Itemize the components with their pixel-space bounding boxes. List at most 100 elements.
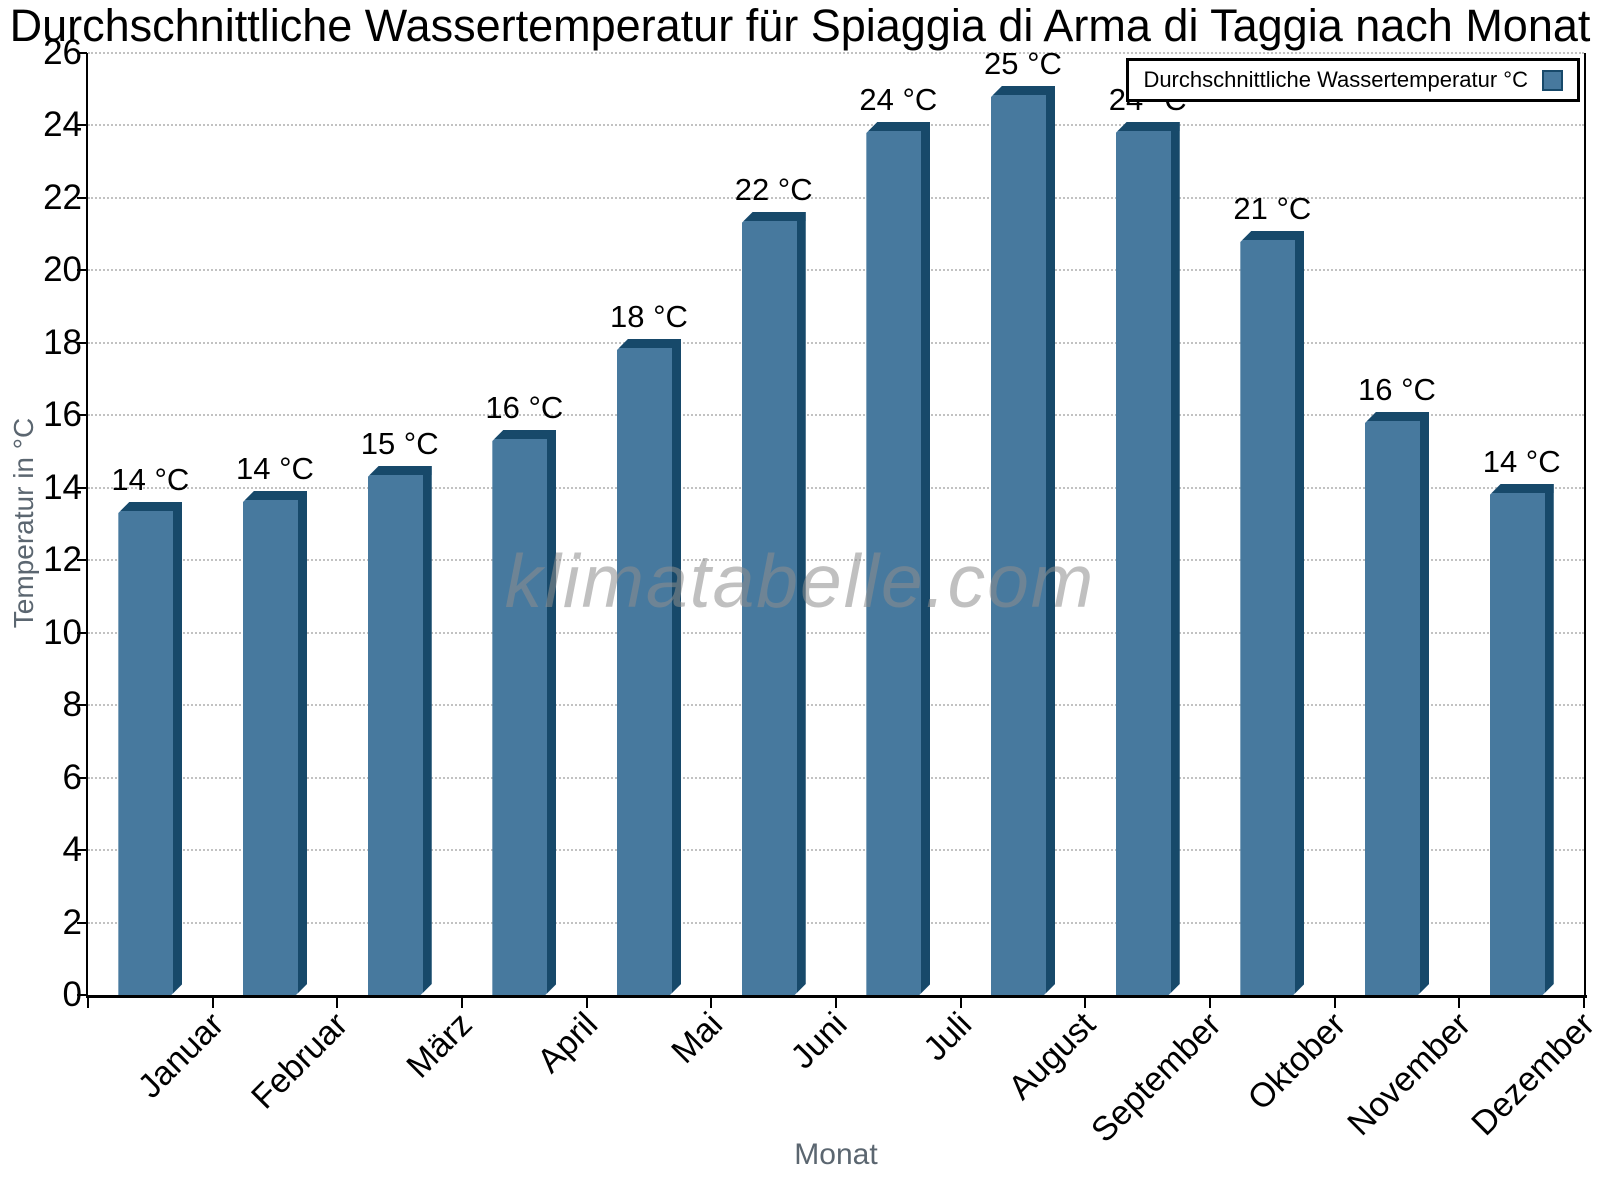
y-axis-line xyxy=(86,53,88,995)
gridline-y6 xyxy=(88,776,1584,779)
gridline-y22 xyxy=(88,196,1584,199)
plot-area: 14 °C 14 °C 15 °C 16 °C 18 °C 22 °C 24 °C 25 °C… xyxy=(88,47,1584,995)
gridline-y12 xyxy=(88,559,1584,562)
month-label-januar: Januar xyxy=(130,1005,231,1106)
bar-value-label-januar: 14 °C xyxy=(111,462,190,497)
y-tick-label-18: 18 xyxy=(43,322,82,362)
bar-januar xyxy=(118,502,182,995)
x-tick-mark xyxy=(1333,995,1336,1008)
month-label-april: April xyxy=(529,1005,605,1081)
bar-märz xyxy=(368,466,432,995)
bar-value-labels: 14 °C 14 °C 15 °C 16 °C 18 °C 22 °C 24 °C 25 °C… xyxy=(88,47,1584,995)
y-tick-mark xyxy=(77,994,87,996)
x-tick-mark xyxy=(211,995,214,1008)
x-tick-mark xyxy=(1583,995,1585,1008)
bar-april xyxy=(492,430,556,995)
bar-juni xyxy=(742,212,806,995)
y-tick-label-20: 20 xyxy=(43,250,82,290)
month-label-juni: Juni xyxy=(783,1005,855,1077)
month-label-mai: Mai xyxy=(663,1005,730,1071)
gridline-layer xyxy=(88,52,1584,995)
y-tick-mark xyxy=(77,631,87,634)
gridline-y10 xyxy=(88,631,1584,634)
y-tick-label-14: 14 xyxy=(43,467,82,507)
y-tick-label-26: 26 xyxy=(43,33,82,72)
y-tick-mark xyxy=(77,52,87,54)
month-label-november: November xyxy=(1339,1005,1478,1144)
y-tick-label-4: 4 xyxy=(62,830,82,870)
bar-value-label-august: 25 °C xyxy=(984,46,1062,81)
bar-august xyxy=(991,86,1055,995)
x-tick-mark xyxy=(1209,995,1211,1008)
y-tick-label-0: 0 xyxy=(62,975,82,1014)
y-tick-mark xyxy=(77,776,87,779)
legend-color-swatch-icon xyxy=(1542,69,1563,91)
y-tick-label-24: 24 xyxy=(43,105,82,145)
y-tick-label-8: 8 xyxy=(62,685,82,725)
y-tick-mark xyxy=(77,269,87,272)
bar-value-label-april: 16 °C xyxy=(485,390,564,425)
bar-mai xyxy=(617,339,681,995)
y-tick-label-16: 16 xyxy=(43,395,82,435)
bar-value-label-november: 16 °C xyxy=(1358,372,1436,407)
y-tick-mark xyxy=(77,486,87,489)
y-tick-label-2: 2 xyxy=(62,902,82,942)
gridline-y26 xyxy=(88,52,1584,54)
x-tick-mark xyxy=(1458,995,1461,1008)
y-tick-label-6: 6 xyxy=(62,757,82,797)
x-tick-mark xyxy=(959,995,962,1008)
plot-right-border xyxy=(1584,53,1586,995)
bar-value-label-mai: 18 °C xyxy=(610,299,688,334)
month-label-dezember: Dezember xyxy=(1464,1005,1600,1144)
month-label-september: September xyxy=(1083,1005,1229,1150)
bar-layer xyxy=(88,53,1584,995)
y-tick-mark xyxy=(77,849,87,852)
x-tick-mark xyxy=(461,995,463,1008)
y-tick-mark xyxy=(77,196,87,199)
bar-value-label-oktober: 21 °C xyxy=(1233,191,1312,226)
legend-series-label: Durchschnittliche Wassertemperatur °C xyxy=(1143,67,1528,92)
legend: Durchschnittliche Wassertemperatur °C xyxy=(1126,58,1580,102)
y-tick-label-12: 12 xyxy=(43,540,82,580)
y-tick-mark xyxy=(77,921,87,924)
gridline-y16 xyxy=(88,414,1584,417)
month-label-februar: Februar xyxy=(244,1005,356,1117)
gridline-y20 xyxy=(88,269,1584,272)
month-label-märz: März xyxy=(399,1005,481,1086)
y-tick-mark xyxy=(77,341,87,344)
gridline-y4 xyxy=(88,849,1584,852)
watermark: klimatabelle.com xyxy=(504,539,1096,623)
x-tick-mark xyxy=(835,995,837,1008)
x-tick-mark xyxy=(1084,995,1087,1008)
x-tick-mark xyxy=(585,995,588,1008)
gridline-y14 xyxy=(88,486,1584,489)
y-axis-title: Temperatur in °C xyxy=(8,417,39,629)
gridline-y18 xyxy=(88,341,1584,344)
bar-november xyxy=(1365,412,1429,995)
bar-februar xyxy=(243,491,307,995)
y-tick-mark xyxy=(77,124,87,127)
y-tick-label-10: 10 xyxy=(43,612,82,652)
x-tick-mark xyxy=(336,995,339,1008)
bar-dezember xyxy=(1490,484,1554,995)
x-axis-title: Monat xyxy=(794,1138,878,1171)
bar-value-label-juli: 24 °C xyxy=(859,82,938,117)
bar-september xyxy=(1116,122,1180,995)
bar-oktober xyxy=(1240,231,1304,995)
gridline-y24 xyxy=(88,124,1584,127)
bar-juli xyxy=(866,122,930,995)
gridline-y2 xyxy=(88,921,1584,924)
x-tick-mark xyxy=(710,995,713,1008)
y-tick-mark xyxy=(77,414,87,417)
month-label-oktober: Oktober xyxy=(1240,1005,1353,1118)
bar-value-label-dezember: 14 °C xyxy=(1482,444,1561,479)
month-label-august: August xyxy=(1001,1005,1104,1108)
month-label-juli: Juli xyxy=(915,1005,979,1069)
chart-title: Durchschnittliche Wassertemperatur für S… xyxy=(9,0,1591,51)
y-tick-mark xyxy=(77,704,87,707)
y-tick-label-22: 22 xyxy=(43,177,82,217)
y-tick-mark xyxy=(77,559,87,562)
bar-value-label-juni: 22 °C xyxy=(734,172,813,207)
gridline-y8 xyxy=(88,704,1584,707)
